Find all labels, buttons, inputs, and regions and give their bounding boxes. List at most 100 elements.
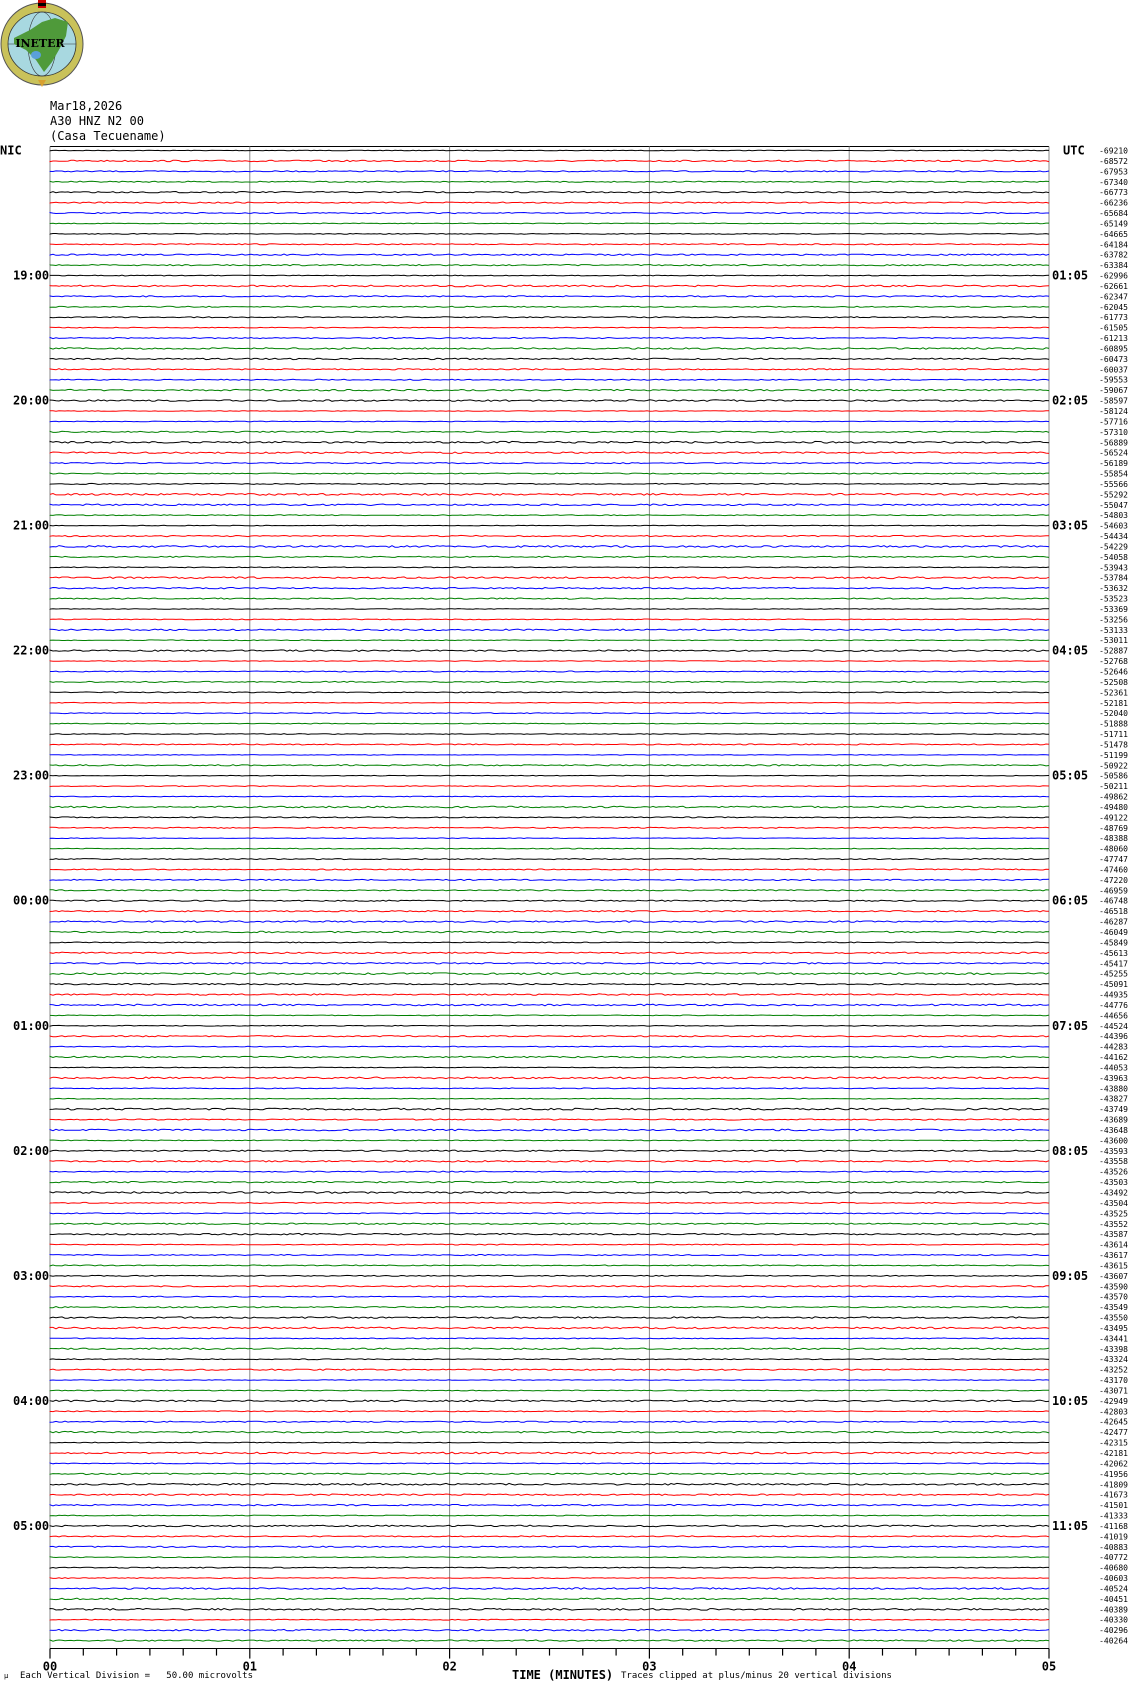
trace-row [49,1430,1050,1434]
trace-row [49,149,1050,152]
row-offset-label: -53784 [1099,574,1128,583]
row-offset-label: -44776 [1099,1001,1128,1010]
row-offset-label: -46049 [1099,928,1128,937]
trace-row [49,608,1049,610]
trace-row [49,1399,1050,1403]
row-offset-label: -60895 [1099,344,1128,353]
trace-row [49,190,1050,194]
row-offset-label: -61213 [1099,334,1128,343]
row-offset-label: -53256 [1099,615,1128,624]
row-offset-label: -42315 [1099,1439,1128,1448]
row-offset-label: -43552 [1099,1220,1128,1229]
trace-row [49,889,1050,892]
row-offset-label: -44935 [1099,991,1128,1000]
row-offset-label: -47220 [1099,876,1128,885]
trace-row [49,555,1050,559]
left-hour-label: 05:00 [13,1519,49,1533]
trace-row [49,1295,1050,1298]
trace-row [49,982,1050,986]
trace-row [49,232,1050,235]
left-hour-label: 20:00 [13,394,49,408]
row-offset-label: -53369 [1099,605,1128,614]
row-offset-label: -43570 [1099,1293,1128,1302]
trace-row [49,1597,1050,1601]
row-offset-label: -55047 [1099,501,1128,510]
trace-row [49,972,1050,976]
trace-row [49,420,1050,423]
row-offset-label: -50922 [1099,761,1128,770]
trace-row [49,1535,1050,1538]
trace-row [49,1503,1050,1507]
trace-row [49,263,1050,267]
trace-row [49,1066,1050,1069]
row-offset-label: -50211 [1099,782,1128,791]
trace-row [49,503,1050,507]
trace-row [49,545,1050,548]
row-offset-label: -41168 [1099,1522,1128,1531]
trace-row [49,618,1050,621]
row-offset-label: -43614 [1099,1241,1128,1250]
right-hour-label: 09:05 [1052,1269,1088,1283]
row-offset-label: -42477 [1099,1428,1128,1437]
row-offset-label: -46518 [1099,907,1128,916]
row-offset-label: -43398 [1099,1345,1128,1354]
trace-row [49,1482,1050,1486]
trace-row [49,472,1049,475]
row-offset-label: -43324 [1099,1355,1128,1364]
trace-row [49,722,1050,725]
row-offset-label: -51478 [1099,740,1128,749]
trace-row [49,1139,1050,1142]
trace-row [49,639,1050,642]
trace-row [49,847,1049,850]
trace-row [49,1566,1049,1569]
left-hour-label: NIC [0,144,22,158]
x-tick-label: 02 [442,1660,456,1674]
row-offset-label: -43170 [1099,1376,1128,1385]
right-hour-label: 02:05 [1052,394,1088,408]
trace-row [49,743,1050,746]
trace-row [49,1305,1050,1309]
row-offset-label: -56189 [1099,459,1128,468]
row-offset-label: -67953 [1099,167,1128,176]
row-offset-label: -41333 [1099,1512,1128,1521]
trace-row [49,1003,1050,1007]
row-offset-label: -60473 [1099,355,1128,364]
row-offset-label: -48388 [1099,834,1128,843]
trace-row [49,1107,1050,1111]
row-offset-label: -53943 [1099,563,1128,572]
row-offset-label: -61773 [1099,313,1128,322]
trace-row [49,1159,1050,1163]
right-hour-label: 06:05 [1052,894,1088,908]
trace-row [49,201,1050,204]
row-offset-label: -49862 [1099,793,1128,802]
trace-row [49,764,1050,767]
trace-row [49,941,1049,944]
row-offset-label: -46959 [1099,886,1128,895]
trace-row [49,628,1050,632]
row-offset-label: -52887 [1099,647,1128,656]
trace-row [49,1420,1049,1423]
trace-row [49,816,1050,819]
trace-row [49,586,1050,590]
row-offset-label: -67340 [1099,178,1128,187]
row-offset-label: -43526 [1099,1168,1128,1177]
trace-row [49,1191,1050,1194]
trace-row [49,712,1050,715]
row-offset-label: -43558 [1099,1157,1128,1166]
trace-row [49,534,1050,538]
trace-row [50,670,1050,673]
row-offset-label: -42181 [1099,1449,1128,1458]
row-offset-label: -62996 [1099,272,1128,281]
trace-row [49,1577,1049,1580]
x-tick-label: 04 [842,1660,856,1674]
trace-row [49,1607,1050,1611]
trace-row [49,388,1050,392]
right-hour-label: 08:05 [1052,1144,1088,1158]
row-offset-label: -53133 [1099,626,1128,635]
trace-row [49,524,1050,527]
right-hour-label: 07:05 [1052,1019,1088,1033]
scale-mark-icon: µ [4,1672,9,1680]
row-offset-label: -43593 [1099,1147,1128,1156]
trace-row [49,1462,1050,1465]
